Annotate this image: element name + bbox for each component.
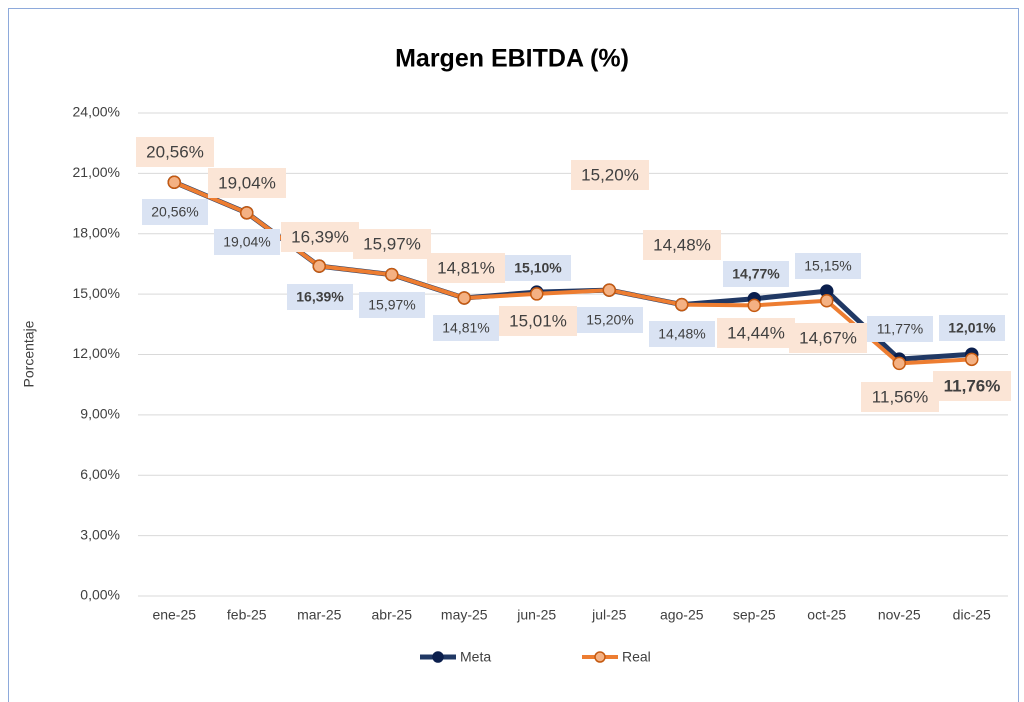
data-label-box (359, 292, 425, 318)
data-label: 14,44% (727, 323, 785, 342)
x-tick-label: ene-25 (152, 607, 196, 623)
data-label: 12,01% (948, 320, 996, 336)
x-tick-label: abr-25 (372, 607, 413, 623)
data-label: 15,01% (509, 311, 567, 330)
data-label-box (281, 222, 359, 252)
data-label-box (433, 315, 499, 341)
data-label: 16,39% (291, 227, 349, 246)
data-label-box (208, 168, 286, 198)
data-label-box (717, 318, 795, 348)
data-label-box (861, 382, 939, 412)
data-label: 15,15% (804, 258, 851, 274)
legend-label: Real (622, 649, 651, 665)
y-tick-label: 3,00% (80, 526, 120, 542)
data-label: 20,56% (151, 204, 198, 220)
y-tick-label: 18,00% (73, 224, 120, 240)
data-label: 14,67% (799, 328, 857, 347)
data-label: 14,48% (653, 235, 711, 254)
x-tick-label: oct-25 (807, 607, 846, 623)
x-tick-label: jun-25 (516, 607, 556, 623)
x-tick-label: feb-25 (227, 607, 267, 623)
data-label-box (867, 316, 933, 342)
data-label: 11,56% (872, 387, 928, 406)
x-tick-label: sep-25 (733, 607, 776, 623)
data-label-box (795, 253, 861, 279)
x-tick-label: nov-25 (878, 607, 921, 623)
data-point (240, 206, 254, 220)
legend-marker (594, 651, 606, 663)
data-label-box (643, 230, 721, 260)
data-point (457, 291, 471, 305)
data-label-box (933, 371, 1011, 401)
data-label: 20,56% (146, 142, 204, 161)
data-label-box (649, 321, 715, 347)
data-label-box (789, 323, 867, 353)
series-line (173, 180, 972, 366)
data-point (675, 297, 689, 312)
data-label-box (427, 253, 505, 283)
y-tick-label: 15,00% (73, 285, 120, 301)
data-point (602, 283, 616, 297)
data-label-box (939, 315, 1005, 341)
data-label-box (571, 160, 649, 190)
data-point (167, 175, 181, 189)
data-label: 15,97% (368, 297, 415, 313)
data-label: 11,76% (944, 376, 1001, 395)
data-label-box (577, 307, 643, 333)
data-label: 15,10% (514, 260, 562, 276)
data-label-box (142, 199, 208, 225)
data-label: 15,97% (363, 234, 421, 253)
y-tick-label: 6,00% (80, 466, 120, 482)
data-point (892, 356, 906, 371)
data-label: 14,81% (442, 320, 489, 336)
data-label: 19,04% (218, 173, 276, 192)
chart-frame (8, 8, 1019, 702)
y-tick-label: 21,00% (73, 164, 120, 180)
data-label: 16,39% (296, 289, 344, 305)
x-tick-label: may-25 (441, 607, 488, 623)
data-label: 19,04% (223, 234, 270, 250)
x-tick-label: jul-25 (591, 607, 626, 623)
x-tick-label: dic-25 (953, 607, 991, 623)
legend-label: Meta (460, 649, 491, 665)
data-point (965, 352, 979, 367)
chart-title: Margen EBITDA (%) (395, 45, 629, 73)
data-label: 11,77% (877, 321, 923, 337)
data-point (820, 294, 834, 308)
data-label-box (353, 229, 431, 259)
data-point (385, 267, 399, 282)
x-tick-label: ago-25 (660, 607, 704, 623)
data-label-box (287, 284, 353, 310)
data-point (747, 298, 761, 313)
y-tick-label: 12,00% (73, 345, 120, 361)
y-axis-title: Porcentaje (21, 320, 37, 387)
data-point (530, 287, 544, 301)
data-label: 14,77% (732, 266, 780, 282)
data-point (312, 259, 326, 273)
data-label: 14,81% (437, 258, 495, 277)
data-label: 15,20% (581, 165, 639, 184)
data-label-box (214, 229, 280, 255)
data-label-box (499, 306, 577, 336)
data-label-box (723, 261, 789, 287)
data-label-box (505, 255, 571, 281)
data-label: 15,20% (586, 312, 633, 328)
data-label: 14,48% (658, 326, 705, 342)
y-tick-label: 9,00% (80, 406, 120, 422)
y-tick-label: 24,00% (73, 104, 120, 120)
legend-marker (432, 651, 444, 663)
data-label-box (136, 137, 214, 167)
x-tick-label: mar-25 (297, 607, 342, 623)
y-tick-label: 0,00% (80, 587, 120, 603)
